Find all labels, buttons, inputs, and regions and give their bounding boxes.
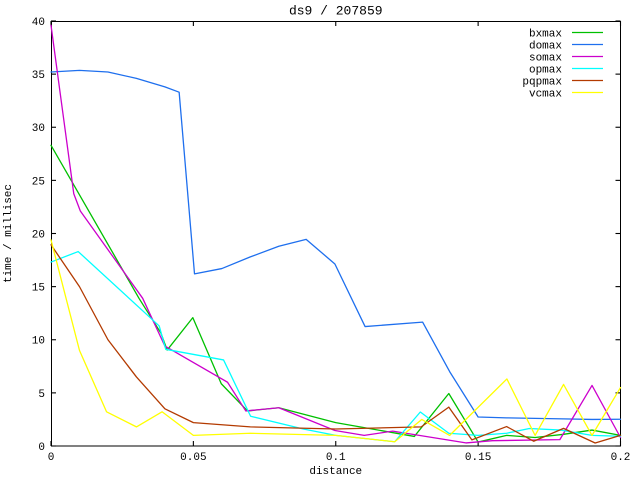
svg-text:0: 0 <box>38 442 45 454</box>
svg-text:0: 0 <box>48 452 55 464</box>
svg-text:opmax: opmax <box>529 65 562 77</box>
svg-text:vcmax: vcmax <box>529 89 562 101</box>
svg-text:somax: somax <box>529 53 562 65</box>
svg-text:15: 15 <box>32 283 45 295</box>
svg-text:0.2: 0.2 <box>611 452 631 464</box>
svg-text:0.05: 0.05 <box>180 452 206 464</box>
svg-text:time / millisec: time / millisec <box>3 184 15 283</box>
svg-text:40: 40 <box>32 17 45 29</box>
svg-text:0.1: 0.1 <box>326 452 346 464</box>
svg-text:domax: domax <box>529 41 562 53</box>
svg-text:ds9 / 207859: ds9 / 207859 <box>289 4 383 19</box>
svg-text:30: 30 <box>32 123 45 135</box>
svg-text:25: 25 <box>32 176 45 188</box>
svg-text:20: 20 <box>32 230 45 242</box>
svg-text:5: 5 <box>38 389 45 401</box>
svg-text:pqpmax: pqpmax <box>522 77 562 89</box>
svg-text:10: 10 <box>32 336 45 348</box>
svg-text:0.15: 0.15 <box>465 452 491 464</box>
svg-text:35: 35 <box>32 70 45 82</box>
svg-text:bxmax: bxmax <box>529 29 562 41</box>
svg-text:distance: distance <box>309 466 362 478</box>
